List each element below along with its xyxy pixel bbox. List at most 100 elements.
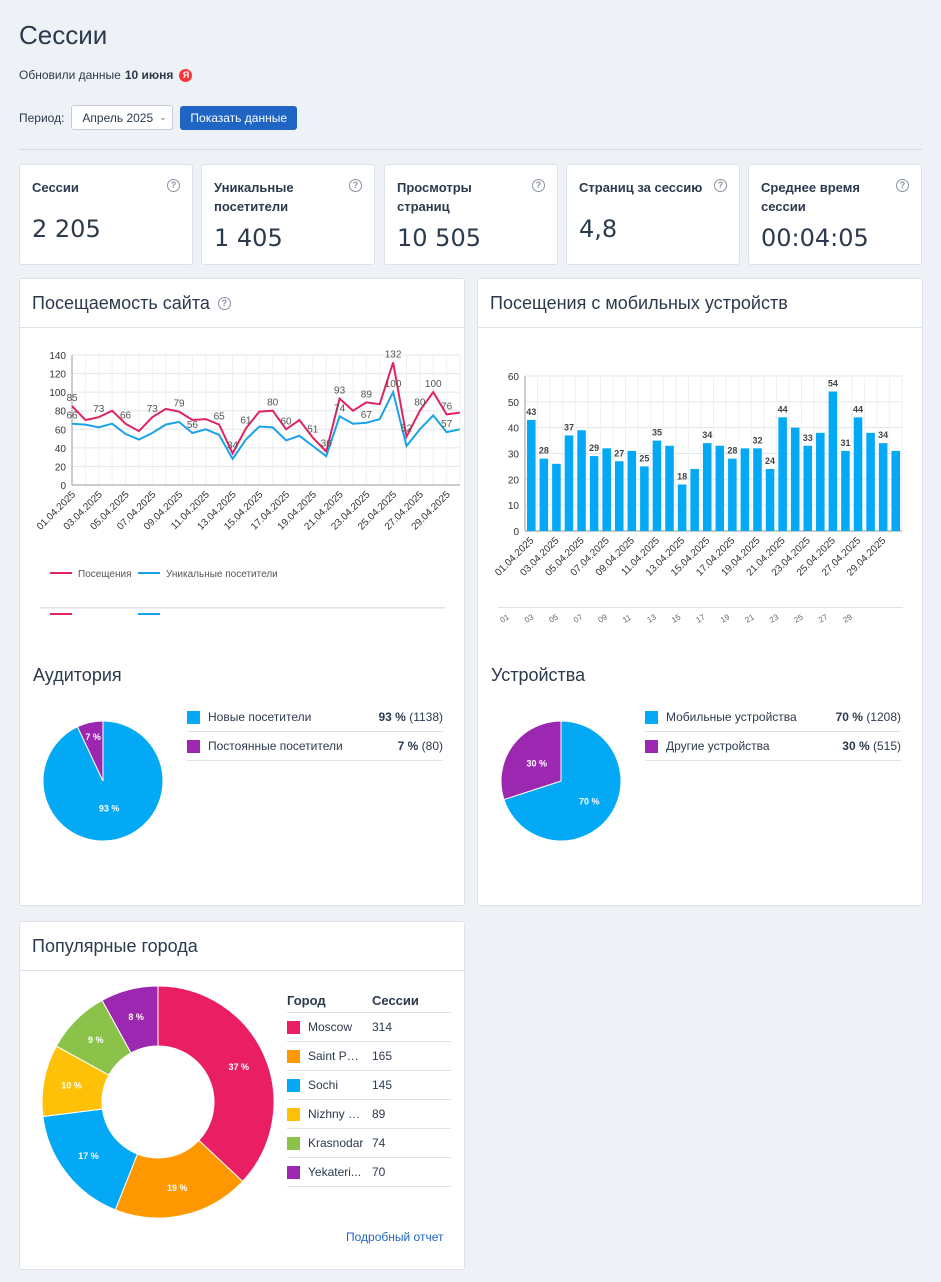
data-label: 79 <box>173 399 185 410</box>
data-label: 65 <box>214 412 226 423</box>
data-label: 74 <box>334 403 346 414</box>
city-cell: Moscow <box>287 1020 372 1034</box>
data-label: 60 <box>281 416 293 427</box>
data-label: 57 <box>441 419 453 430</box>
attendance-line-chart: 0204060801001201408566736673795665346180… <box>35 349 461 615</box>
data-label: 34 <box>227 440 239 451</box>
y-tick-label: 40 <box>508 424 520 435</box>
city-cell: Krasnodar <box>287 1136 372 1150</box>
series-line-unique <box>71 389 461 461</box>
chevron-down-icon: ⌄ <box>159 112 167 122</box>
data-label: 27 <box>614 448 624 458</box>
x-tick-label: 21 <box>744 612 757 625</box>
stat-value: 00:04:05 <box>761 224 869 252</box>
data-label: 43 <box>526 407 536 417</box>
bar <box>627 450 637 531</box>
legend-value: 93 % (1138) <box>378 710 444 724</box>
audience-legend: Новые посетители 93 % (1138) Постоянные … <box>187 703 443 761</box>
legend-value: 7 % (80) <box>397 739 443 753</box>
table-row: Sochi 145 <box>287 1071 451 1100</box>
bar <box>577 430 586 531</box>
city-swatch <box>287 1049 300 1063</box>
data-updated-info: Обновили данные 10 июня Я <box>19 68 193 82</box>
sessions-cell: 74 <box>372 1136 386 1150</box>
y-tick-label: 120 <box>49 370 66 381</box>
slice-label: 17 % <box>78 1151 99 1161</box>
col-sessions: Сессии <box>372 992 419 1008</box>
series-line-visits <box>71 362 461 456</box>
city-swatch <box>287 1020 300 1034</box>
y-tick-label: 30 <box>508 450 520 461</box>
table-header: Город Сессии <box>287 988 451 1013</box>
x-tick-label: 11 <box>621 613 633 625</box>
bar <box>728 458 737 531</box>
pie-slice <box>503 720 622 842</box>
table-row: Saint Pet... 165 <box>287 1042 451 1071</box>
bar <box>740 448 750 531</box>
x-tick-label: 25 <box>793 612 806 625</box>
bar <box>640 466 649 531</box>
data-label: 51 <box>307 425 319 436</box>
city-name: Krasnodar <box>308 1136 364 1150</box>
help-icon[interactable]: ? <box>349 179 362 192</box>
devices-legend: Мобильные устройства 70 % (1208) Другие … <box>645 703 901 761</box>
bar <box>765 469 775 531</box>
help-icon[interactable]: ? <box>217 296 231 310</box>
legend-row: Мобильные устройства 70 % (1208) <box>645 703 901 732</box>
bar <box>803 445 813 531</box>
devices-pie-chart: 70 % 30 % <box>500 720 622 842</box>
data-label: 93 <box>334 386 346 397</box>
x-tick-label: 13 <box>646 612 659 625</box>
show-data-button[interactable]: Показать данные <box>180 105 297 130</box>
help-icon[interactable]: ? <box>167 179 180 192</box>
x-tick-label: 27 <box>817 612 830 625</box>
sessions-cell: 70 <box>372 1165 386 1179</box>
y-tick-label: 10 <box>508 501 520 512</box>
period-select[interactable]: Апрель 2025 ⌄ <box>71 105 174 130</box>
legend-value: 30 % (515) <box>842 739 901 753</box>
data-label: 76 <box>441 401 453 412</box>
devices-title: Устройства <box>491 665 586 685</box>
pie-slice <box>157 985 275 1183</box>
legend-row: Постоянные посетители 7 % (80) <box>187 732 443 761</box>
help-icon[interactable]: ? <box>532 179 545 192</box>
legend-swatch <box>187 710 200 724</box>
slice-label: 30 % <box>526 758 547 768</box>
bar <box>878 443 888 531</box>
period-label: Период: <box>19 110 65 125</box>
bar <box>853 417 863 531</box>
card-header: Посещаемость сайта ? <box>20 279 464 328</box>
data-label: 52 <box>401 424 413 435</box>
data-label: 34 <box>702 430 712 440</box>
x-tick-label: 15 <box>670 612 683 625</box>
pie-slice <box>101 985 159 1054</box>
stat-label: Среднее время сессии <box>761 180 860 214</box>
help-icon[interactable]: ? <box>896 179 909 192</box>
attendance-card: Посещаемость сайта ? 0 20 40 60 80 100 120 140 8… <box>19 278 465 906</box>
stat-value: 4,8 <box>579 215 618 243</box>
stat-card-avg-session-time: Среднее время сессии ? 00:04:05 <box>748 164 922 265</box>
legend-row: Другие устройства 30 % (515) <box>645 732 901 761</box>
stat-value: 1 405 <box>214 224 283 252</box>
legend-row: Новые посетители 93 % (1138) <box>187 703 443 732</box>
x-tick-label: 17 <box>695 612 708 625</box>
bar <box>816 432 825 531</box>
pie-slice <box>500 720 562 801</box>
legend-name: Новые посетители <box>208 710 312 724</box>
period-value: Апрель 2025 <box>82 110 154 125</box>
y-tick-label: 20 <box>55 462 67 473</box>
legend-swatch <box>645 710 658 724</box>
data-label: 66 <box>66 411 78 422</box>
slice-label: 8 % <box>128 1012 144 1022</box>
detailed-report-link[interactable]: Подробный отчет <box>346 1230 444 1244</box>
bar <box>552 463 561 531</box>
city-name: Yekateri... <box>308 1165 361 1179</box>
stat-card-unique-visitors: Уникальные посетители ? 1 405 <box>201 164 375 265</box>
x-tick-label: 09 <box>597 612 610 625</box>
city-name: Saint Pet... <box>308 1049 364 1063</box>
help-icon[interactable]: ? <box>714 179 727 192</box>
slice-label: 70 % <box>579 797 600 807</box>
y-tick-label: 60 <box>508 372 520 383</box>
data-label: 37 <box>564 422 574 432</box>
sessions-cell: 145 <box>372 1078 393 1092</box>
